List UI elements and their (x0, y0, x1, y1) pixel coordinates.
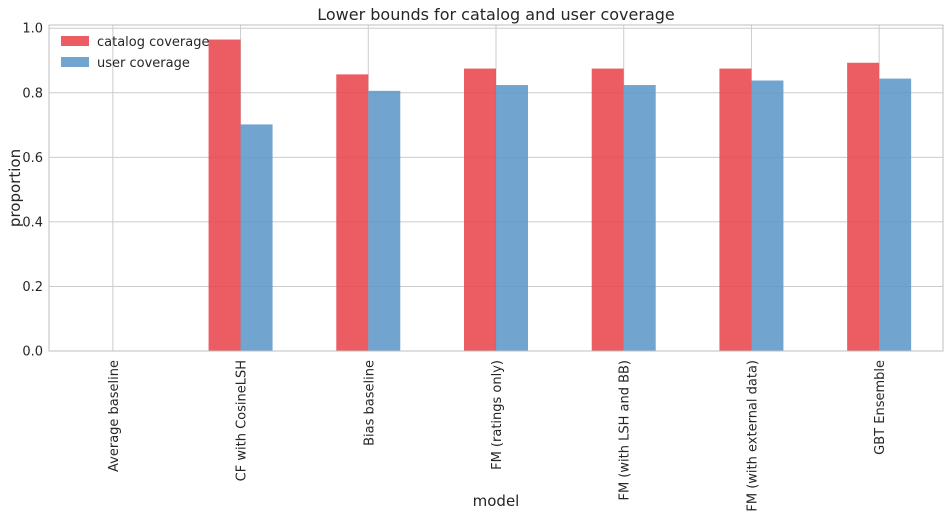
y-tick-label: 1.0 (22, 22, 43, 37)
bar-user-coverage (879, 78, 912, 351)
x-tick-label: FM (with external data) (745, 360, 760, 512)
x-tick-label: CF with CosineLSH (235, 360, 250, 481)
x-tick-label: FM (ratings only) (490, 360, 505, 470)
y-tick-label: 0.8 (22, 86, 43, 101)
bar-user-coverage (623, 85, 656, 351)
legend-swatch (61, 36, 89, 46)
y-tick-labels: 0.0 0.2 0.4 0.6 0.8 1.0 (22, 22, 43, 360)
bar-catalog-coverage (336, 74, 369, 351)
bar-user-coverage (368, 90, 401, 351)
bar-catalog-coverage (464, 68, 496, 352)
bar-user-coverage (751, 80, 784, 351)
bar-user-coverage (240, 124, 273, 351)
y-axis-label: proportion (6, 149, 24, 227)
y-tick-label: 0.2 (22, 280, 43, 295)
bar-catalog-coverage (847, 62, 880, 352)
chart-title: Lower bounds for catalog and user covera… (317, 5, 675, 24)
y-tick-label: 0.6 (22, 151, 43, 166)
y-tick-label: 0.0 (22, 345, 43, 360)
bar-catalog-coverage (719, 68, 752, 352)
plot-frame (48, 24, 944, 352)
x-tick-label: GBT Ensemble (873, 360, 888, 455)
x-tick-labels: Average baseline CF with CosineLSH Bias ba… (107, 360, 888, 512)
legend-label: catalog coverage (97, 35, 209, 50)
legend-swatch (61, 57, 89, 67)
bar-catalog-coverage (591, 68, 624, 352)
x-tick-label: Average baseline (107, 360, 122, 472)
x-axis-label: model (473, 492, 520, 510)
y-tick-label: 0.4 (22, 215, 43, 230)
x-tick-label: Bias baseline (362, 360, 377, 446)
bar-group (208, 39, 912, 352)
bar-catalog-coverage (208, 39, 241, 352)
bar-user-coverage (496, 85, 528, 351)
legend: catalog coverage user coverage (61, 35, 209, 71)
x-tick-label: FM (with LSH and BB) (618, 360, 633, 501)
legend-label: user coverage (97, 56, 190, 71)
